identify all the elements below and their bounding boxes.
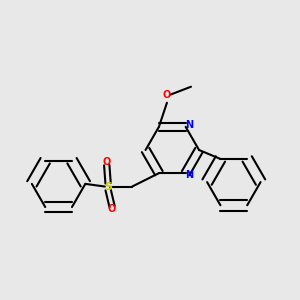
Text: O: O	[108, 204, 116, 214]
Text: N: N	[185, 170, 193, 180]
Text: S: S	[104, 182, 112, 191]
Text: O: O	[163, 90, 171, 100]
Text: O: O	[103, 158, 111, 167]
Text: N: N	[185, 120, 193, 130]
